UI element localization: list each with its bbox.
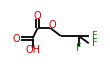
Text: F: F xyxy=(76,43,81,53)
Text: O: O xyxy=(48,20,56,30)
Text: O: O xyxy=(13,34,21,44)
Text: F: F xyxy=(92,31,98,41)
Text: F: F xyxy=(92,38,98,48)
Text: O: O xyxy=(34,11,41,21)
Text: OH: OH xyxy=(25,45,40,55)
